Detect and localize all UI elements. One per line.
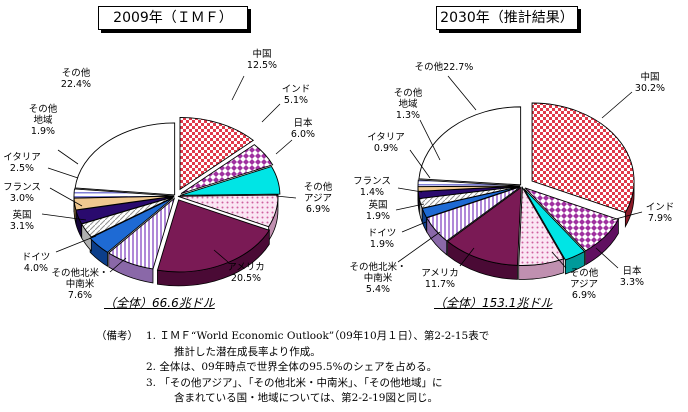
right-label-germany: ドイツ 1.9% bbox=[368, 228, 397, 250]
note-2-number: 2. bbox=[146, 361, 157, 373]
left-label-other-asia: その他アジア 6.9% bbox=[304, 181, 333, 215]
note-1-number: 1. bbox=[146, 330, 157, 342]
left-leader-other-asia bbox=[275, 195, 297, 199]
right-leader-other bbox=[447, 75, 477, 111]
right-slice-other bbox=[418, 106, 522, 186]
left-leader-china bbox=[231, 75, 245, 101]
right-leader-other-regions bbox=[419, 119, 441, 161]
left-slice-india bbox=[180, 144, 274, 195]
right-label-china: 中国 30.2% bbox=[635, 71, 665, 94]
right-label-usa: アメリカ 11.7% bbox=[421, 268, 459, 290]
left-leader-other-regions bbox=[57, 149, 79, 165]
left-leader-india bbox=[261, 103, 281, 123]
left-leader-italy bbox=[47, 167, 79, 179]
left-label-india: インド 5.1% bbox=[282, 84, 311, 106]
left-label-china: 中国 12.5% bbox=[247, 48, 277, 71]
pie-2009 bbox=[73, 116, 281, 287]
right-leader-other-asia bbox=[551, 251, 567, 269]
right-label-other-regions: その他地域 1.3% bbox=[394, 87, 423, 121]
left-label-japan: 日本 6.0% bbox=[291, 117, 315, 140]
right-leader-china bbox=[601, 91, 633, 119]
left-slice-other-regions bbox=[73, 188, 175, 199]
note-1-line-1: （備考） 1. ＩＭＦ“World Economic Outlook”（09年10… bbox=[96, 329, 489, 345]
note-3-text-1: 「その他アジア」、「その他北米・中南米」、「その他地域」に bbox=[159, 376, 443, 389]
left-label-italy: イタリア 2.5% bbox=[3, 152, 41, 174]
right-label-india: インド 7.9% bbox=[646, 202, 675, 224]
note-2-line-1: 2. 全体は、09年時点で世界全体の95.5%のシェアを占める。 bbox=[96, 360, 489, 376]
left-slice-japan bbox=[179, 165, 281, 196]
right-leader-uk bbox=[395, 203, 425, 211]
right-slice-usa bbox=[446, 186, 522, 266]
right-leader-germany bbox=[401, 221, 427, 233]
left-leader-germany bbox=[55, 235, 97, 253]
right-leader-france bbox=[397, 187, 423, 193]
left-label-usa: アメリカ 20.5% bbox=[227, 262, 265, 284]
left-slice-usa bbox=[156, 199, 271, 273]
right-label-france: フランス 1.4% bbox=[353, 176, 391, 198]
right-label-italy: イタリア 0.9% bbox=[367, 132, 405, 154]
right-slice-china bbox=[531, 102, 635, 214]
right-label-japan: 日本 3.3% bbox=[620, 265, 644, 288]
left-slice-other-americas bbox=[107, 197, 176, 270]
right-label-other-americas: その他北米・中南米 5.4% bbox=[349, 261, 406, 295]
slice-labels: 中国 12.5%インド 5.1% 日本 6.0% その他アジア 6.9% アメリカ 20.5% そ… bbox=[3, 48, 674, 301]
total-2030: （全体）153.1兆ドル bbox=[434, 296, 553, 310]
left-label-other-regions: その他地域 1.9% bbox=[29, 103, 58, 137]
left-slice-other-asia bbox=[177, 194, 279, 228]
chart-title-2009: 2009年（ＩＭＦ） bbox=[98, 6, 248, 30]
left-slice-other bbox=[74, 122, 176, 196]
note-1-line-2: 推計した潜在成長率より作成。 bbox=[96, 345, 489, 361]
note-3-number: 3. bbox=[146, 376, 157, 389]
left-leader-france bbox=[49, 187, 83, 207]
note-2-text-1: 全体は、09年時点で世界全体の95.5%のシェアを占める。 bbox=[159, 361, 438, 373]
notes: （備考） 1. ＩＭＦ“World Economic Outlook”（09年10… bbox=[96, 329, 489, 407]
right-leader-italy bbox=[409, 149, 431, 179]
note-1-text-1: ＩＭＦ“World Economic Outlook”（09年10月１日）、第2… bbox=[159, 330, 490, 342]
right-slice-japan bbox=[523, 188, 586, 261]
right-leader-japan bbox=[595, 247, 619, 269]
note-1-text-2: 推計した潜在成長率より作成。 bbox=[174, 345, 321, 358]
note-3-text-2: 含まれている国・地域については、第2-2-19図と同じ。 bbox=[174, 392, 438, 404]
left-leader-other-americas bbox=[109, 257, 127, 273]
left-label-germany: ドイツ 4.0% bbox=[22, 252, 51, 274]
left-leader-usa bbox=[213, 249, 229, 263]
left-label-uk: 英国 3.1% bbox=[10, 209, 34, 232]
left-label-france: フランス 3.0% bbox=[3, 182, 41, 204]
left-leader-japan bbox=[275, 139, 293, 155]
left-label-other: その他 22.4% bbox=[61, 67, 91, 90]
note-3-line-2: 含まれている国・地域については、第2-2-19図と同じ。 bbox=[96, 391, 489, 407]
right-slice-india bbox=[524, 187, 620, 252]
left-leader-uk bbox=[41, 213, 87, 221]
notes-label: （備考） bbox=[96, 330, 138, 342]
left-label-other-americas: その他北米・中南米 7.6% bbox=[51, 267, 108, 301]
right-label-other-asia: その他アジア 6.9% bbox=[570, 267, 599, 301]
right-slice-other-regions bbox=[417, 179, 521, 188]
note-3-line-1: 3. 「その他アジア」、「その他北米・中南米」、「その他地域」に bbox=[96, 376, 489, 392]
right-leader-india bbox=[611, 211, 643, 221]
right-slice-other-asia bbox=[518, 185, 565, 266]
total-2009: （全体）66.6兆ドル bbox=[104, 296, 215, 310]
right-leader-usa bbox=[459, 247, 475, 267]
chart-title-2030: 2030年（推計結果） bbox=[436, 6, 578, 30]
right-label-other: その他22.7% bbox=[415, 61, 474, 73]
right-label-uk: 英国 1.9% bbox=[366, 199, 390, 222]
left-slice-china bbox=[179, 116, 255, 191]
pie-2030 bbox=[417, 102, 635, 280]
right-leader-other-americas bbox=[397, 231, 441, 263]
